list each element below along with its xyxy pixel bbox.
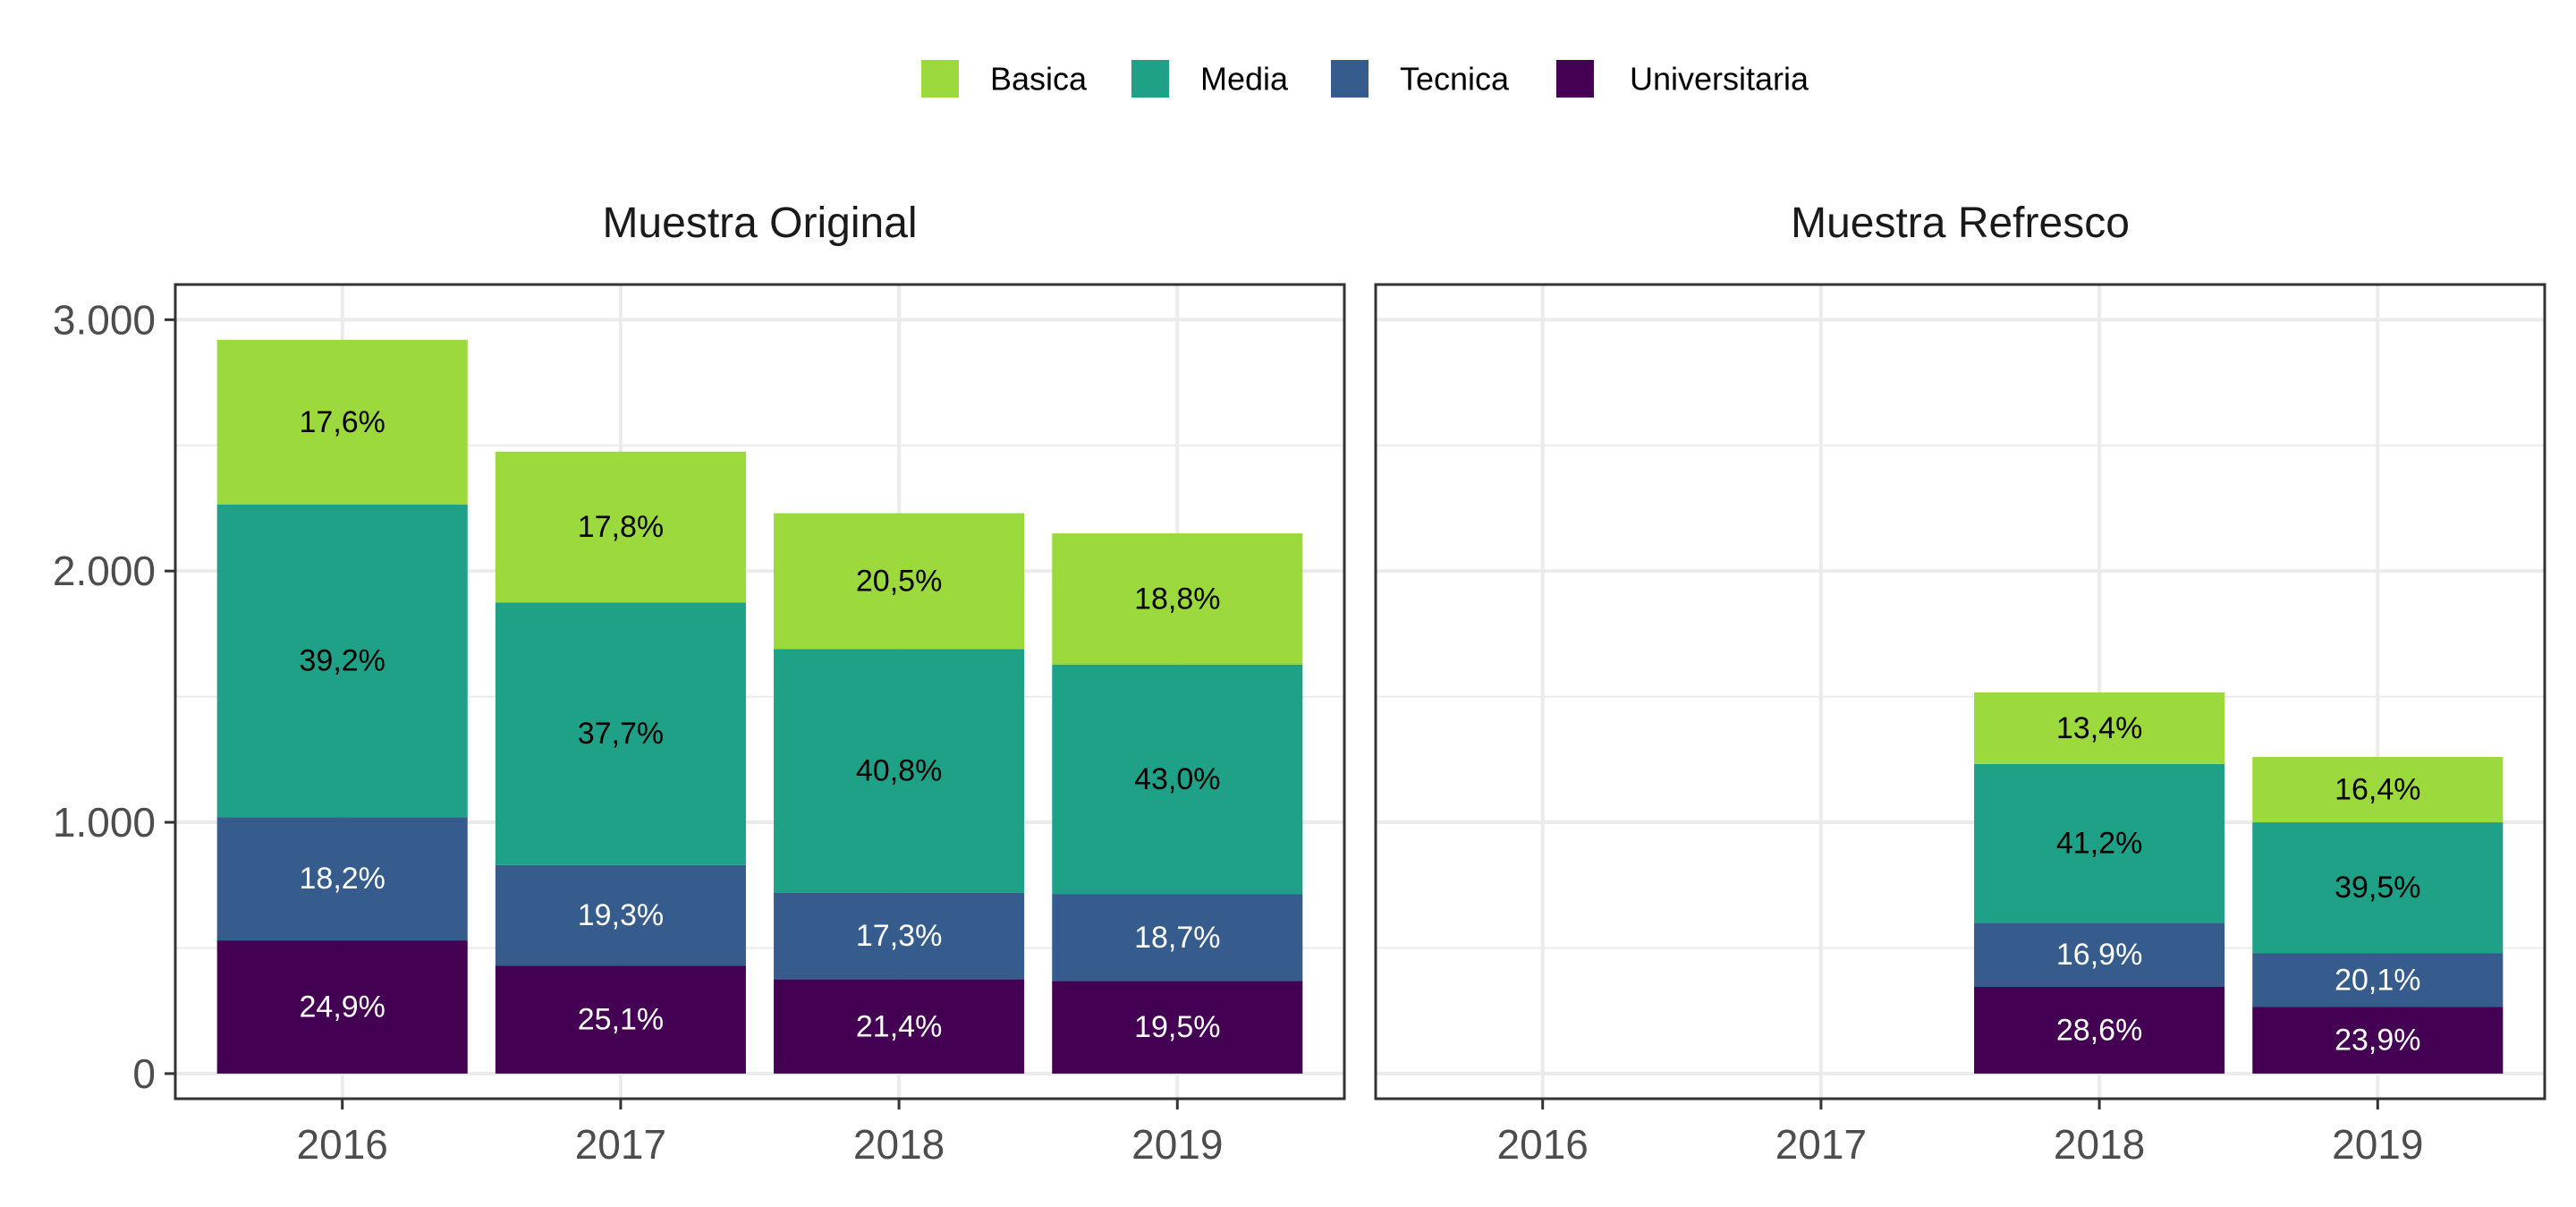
bar-basica-muestra-refresco-2019 bbox=[2252, 757, 2504, 823]
bar-tecnica-muestra-original-2016 bbox=[216, 817, 468, 941]
y-tick-label: 2.000 bbox=[53, 548, 156, 594]
data-label-basica-muestra-original-2019: 18,8% bbox=[1134, 582, 1220, 616]
bar-universitaria-muestra-original-2018 bbox=[774, 979, 1025, 1074]
data-label-basica-muestra-original-2017: 17,8% bbox=[578, 510, 664, 544]
bar-basica-muestra-refresco-2018 bbox=[1974, 692, 2225, 764]
y-tick-label: 3.000 bbox=[53, 296, 156, 343]
data-label-tecnica-muestra-refresco-2019: 20,1% bbox=[2334, 963, 2420, 997]
data-label-media-muestra-refresco-2019: 39,5% bbox=[2334, 871, 2420, 905]
data-label-universitaria-muestra-original-2016: 24,9% bbox=[300, 990, 386, 1024]
bar-media-muestra-original-2018 bbox=[774, 649, 1025, 893]
bar-universitaria-muestra-original-2017 bbox=[495, 965, 746, 1074]
legend-label-universitaria: Universitaria bbox=[1630, 61, 1809, 98]
data-label-tecnica-muestra-original-2017: 19,3% bbox=[578, 898, 664, 932]
panel-title-muestra-refresco: Muestra Refresco bbox=[1791, 200, 2130, 247]
bar-tecnica-muestra-original-2019 bbox=[1052, 894, 1303, 982]
data-label-media-muestra-refresco-2018: 41,2% bbox=[2056, 827, 2142, 861]
x-tick-label: 2019 bbox=[1131, 1121, 1223, 1168]
panel-title-muestra-original: Muestra Original bbox=[602, 200, 917, 247]
data-label-universitaria-muestra-original-2019: 19,5% bbox=[1134, 1010, 1220, 1044]
data-label-media-muestra-original-2018: 40,8% bbox=[856, 753, 942, 787]
data-label-media-muestra-original-2017: 37,7% bbox=[578, 717, 664, 751]
bar-media-muestra-refresco-2018 bbox=[1974, 763, 2225, 923]
data-label-basica-muestra-original-2018: 20,5% bbox=[856, 564, 942, 598]
data-label-universitaria-muestra-refresco-2018: 28,6% bbox=[2056, 1013, 2142, 1047]
data-label-basica-muestra-refresco-2018: 13,4% bbox=[2056, 711, 2142, 745]
data-label-tecnica-muestra-refresco-2018: 16,9% bbox=[2056, 938, 2142, 972]
bar-basica-muestra-original-2017 bbox=[495, 451, 746, 603]
y-tick-label: 0 bbox=[132, 1050, 156, 1097]
data-label-media-muestra-original-2019: 43,0% bbox=[1134, 762, 1220, 796]
bar-universitaria-muestra-original-2016 bbox=[216, 940, 468, 1074]
data-label-universitaria-muestra-original-2018: 21,4% bbox=[856, 1009, 942, 1043]
x-tick-label: 2019 bbox=[2332, 1121, 2423, 1168]
legend-key-universitaria bbox=[1556, 60, 1594, 98]
x-tick-label: 2018 bbox=[2054, 1121, 2145, 1168]
data-label-universitaria-muestra-refresco-2019: 23,9% bbox=[2334, 1024, 2420, 1058]
legend-label-tecnica: Tecnica bbox=[1400, 61, 1510, 98]
panel-border bbox=[1374, 283, 2546, 1101]
bar-media-muestra-original-2016 bbox=[216, 504, 468, 818]
data-label-basica-muestra-original-2016: 17,6% bbox=[300, 405, 386, 439]
bar-tecnica-muestra-refresco-2019 bbox=[2252, 953, 2504, 1007]
bar-basica-muestra-original-2019 bbox=[1052, 533, 1303, 665]
data-label-tecnica-muestra-original-2016: 18,2% bbox=[300, 862, 386, 896]
data-label-universitaria-muestra-original-2017: 25,1% bbox=[578, 1003, 664, 1037]
x-tick-label: 2017 bbox=[1775, 1121, 1867, 1168]
bar-media-muestra-original-2017 bbox=[495, 602, 746, 865]
bar-universitaria-muestra-original-2019 bbox=[1052, 981, 1303, 1074]
panel-border bbox=[174, 283, 1346, 1101]
data-label-tecnica-muestra-original-2018: 17,3% bbox=[856, 919, 942, 953]
legend-label-media: Media bbox=[1200, 61, 1289, 98]
legend-label-basica: Basica bbox=[990, 61, 1088, 98]
bar-tecnica-muestra-original-2018 bbox=[774, 892, 1025, 980]
bar-basica-muestra-original-2018 bbox=[774, 513, 1025, 650]
bar-basica-muestra-original-2016 bbox=[216, 339, 468, 505]
data-label-basica-muestra-refresco-2019: 16,4% bbox=[2334, 773, 2420, 807]
bar-media-muestra-refresco-2019 bbox=[2252, 822, 2504, 954]
bar-universitaria-muestra-refresco-2019 bbox=[2252, 1007, 2504, 1074]
bar-media-muestra-original-2019 bbox=[1052, 664, 1303, 895]
legend-key-media bbox=[1131, 60, 1169, 98]
data-label-tecnica-muestra-original-2019: 18,7% bbox=[1134, 921, 1220, 955]
bar-universitaria-muestra-refresco-2018 bbox=[1974, 987, 2225, 1074]
legend-key-basica bbox=[921, 60, 959, 98]
x-tick-label: 2018 bbox=[853, 1121, 945, 1168]
x-tick-label: 2017 bbox=[575, 1121, 666, 1168]
legend-key-tecnica bbox=[1331, 60, 1368, 98]
y-tick-label: 1.000 bbox=[53, 799, 156, 846]
bar-tecnica-muestra-original-2017 bbox=[495, 864, 746, 966]
x-tick-label: 2016 bbox=[297, 1121, 388, 1168]
bar-tecnica-muestra-refresco-2018 bbox=[1974, 922, 2225, 988]
data-label-media-muestra-original-2016: 39,2% bbox=[300, 644, 386, 678]
x-tick-label: 2016 bbox=[1497, 1121, 1589, 1168]
